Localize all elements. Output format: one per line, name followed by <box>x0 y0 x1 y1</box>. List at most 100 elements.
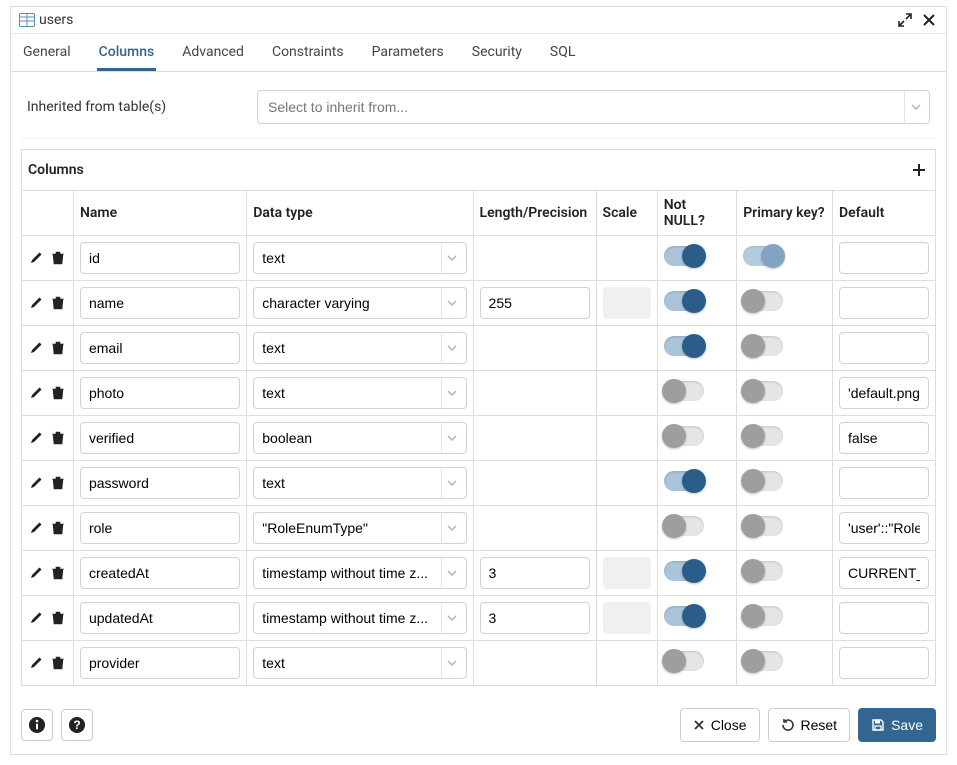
tab-parameters[interactable]: Parameters <box>370 34 446 71</box>
chevron-down-icon[interactable] <box>904 90 926 124</box>
chevron-down-icon[interactable] <box>441 557 463 589</box>
default-input[interactable] <box>839 422 929 454</box>
data-type-select[interactable] <box>253 557 466 589</box>
not-null-toggle[interactable] <box>664 291 704 311</box>
primary-key-toggle[interactable] <box>743 381 783 401</box>
tab-security[interactable]: Security <box>470 34 524 71</box>
delete-row-button[interactable] <box>50 475 66 491</box>
not-null-toggle[interactable] <box>664 381 704 401</box>
edit-row-button[interactable] <box>28 565 44 581</box>
data-type-input[interactable] <box>253 242 466 274</box>
data-type-input[interactable] <box>253 647 466 679</box>
edit-row-button[interactable] <box>28 295 44 311</box>
chevron-down-icon[interactable] <box>441 377 463 409</box>
data-type-select[interactable] <box>253 602 466 634</box>
close-icon[interactable] <box>920 11 938 29</box>
not-null-toggle[interactable] <box>664 651 704 671</box>
default-input[interactable] <box>839 647 929 679</box>
data-type-input[interactable] <box>253 377 466 409</box>
edit-row-button[interactable] <box>28 250 44 266</box>
data-type-input[interactable] <box>253 422 466 454</box>
primary-key-toggle[interactable] <box>743 561 783 581</box>
column-name-input[interactable] <box>80 332 240 364</box>
help-button[interactable]: ? <box>61 709 93 741</box>
tab-advanced[interactable]: Advanced <box>180 34 246 71</box>
not-null-toggle[interactable] <box>664 246 704 266</box>
data-type-input[interactable] <box>253 557 466 589</box>
default-input[interactable] <box>839 287 929 319</box>
edit-row-button[interactable] <box>28 340 44 356</box>
primary-key-toggle[interactable] <box>743 471 783 491</box>
delete-row-button[interactable] <box>50 520 66 536</box>
chevron-down-icon[interactable] <box>441 422 463 454</box>
info-button[interactable] <box>21 709 53 741</box>
not-null-toggle[interactable] <box>664 426 704 446</box>
default-input[interactable] <box>839 242 929 274</box>
length-input[interactable] <box>480 287 590 319</box>
expand-icon[interactable] <box>896 11 914 29</box>
column-name-input[interactable] <box>80 287 240 319</box>
default-input[interactable] <box>839 377 929 409</box>
not-null-toggle[interactable] <box>664 516 704 536</box>
not-null-toggle[interactable] <box>664 471 704 491</box>
delete-row-button[interactable] <box>50 385 66 401</box>
data-type-select[interactable] <box>253 377 466 409</box>
default-input[interactable] <box>839 332 929 364</box>
reset-button[interactable]: Reset <box>768 708 851 742</box>
not-null-toggle[interactable] <box>664 606 704 626</box>
column-name-input[interactable] <box>80 422 240 454</box>
column-name-input[interactable] <box>80 602 240 634</box>
data-type-select[interactable] <box>253 287 466 319</box>
chevron-down-icon[interactable] <box>441 512 463 544</box>
tab-constraints[interactable]: Constraints <box>270 34 346 71</box>
edit-row-button[interactable] <box>28 520 44 536</box>
column-name-input[interactable] <box>80 557 240 589</box>
data-type-input[interactable] <box>253 512 466 544</box>
not-null-toggle[interactable] <box>664 336 704 356</box>
delete-row-button[interactable] <box>50 655 66 671</box>
edit-row-button[interactable] <box>28 475 44 491</box>
chevron-down-icon[interactable] <box>441 242 463 274</box>
primary-key-toggle[interactable] <box>743 606 783 626</box>
primary-key-toggle[interactable] <box>743 426 783 446</box>
edit-row-button[interactable] <box>28 610 44 626</box>
edit-row-button[interactable] <box>28 430 44 446</box>
length-input[interactable] <box>480 557 590 589</box>
data-type-select[interactable] <box>253 467 466 499</box>
not-null-toggle[interactable] <box>664 561 704 581</box>
inherit-select[interactable] <box>257 90 930 124</box>
data-type-input[interactable] <box>253 332 466 364</box>
edit-row-button[interactable] <box>28 385 44 401</box>
save-button[interactable]: Save <box>858 708 936 742</box>
default-input[interactable] <box>839 602 929 634</box>
chevron-down-icon[interactable] <box>441 602 463 634</box>
chevron-down-icon[interactable] <box>441 647 463 679</box>
default-input[interactable] <box>839 467 929 499</box>
delete-row-button[interactable] <box>50 295 66 311</box>
length-input[interactable] <box>480 602 590 634</box>
chevron-down-icon[interactable] <box>441 467 463 499</box>
data-type-input[interactable] <box>253 467 466 499</box>
default-input[interactable] <box>839 512 929 544</box>
data-type-input[interactable] <box>253 287 466 319</box>
column-name-input[interactable] <box>80 647 240 679</box>
delete-row-button[interactable] <box>50 610 66 626</box>
primary-key-toggle[interactable] <box>743 516 783 536</box>
tab-general[interactable]: General <box>21 34 73 71</box>
column-name-input[interactable] <box>80 512 240 544</box>
delete-row-button[interactable] <box>50 340 66 356</box>
data-type-select[interactable] <box>253 422 466 454</box>
column-name-input[interactable] <box>80 242 240 274</box>
data-type-select[interactable] <box>253 332 466 364</box>
chevron-down-icon[interactable] <box>441 287 463 319</box>
data-type-select[interactable] <box>253 242 466 274</box>
edit-row-button[interactable] <box>28 655 44 671</box>
primary-key-toggle[interactable] <box>743 336 783 356</box>
delete-row-button[interactable] <box>50 430 66 446</box>
data-type-input[interactable] <box>253 602 466 634</box>
data-type-select[interactable] <box>253 647 466 679</box>
delete-row-button[interactable] <box>50 565 66 581</box>
primary-key-toggle[interactable] <box>743 651 783 671</box>
tab-columns[interactable]: Columns <box>97 34 157 71</box>
close-button[interactable]: Close <box>680 708 760 742</box>
